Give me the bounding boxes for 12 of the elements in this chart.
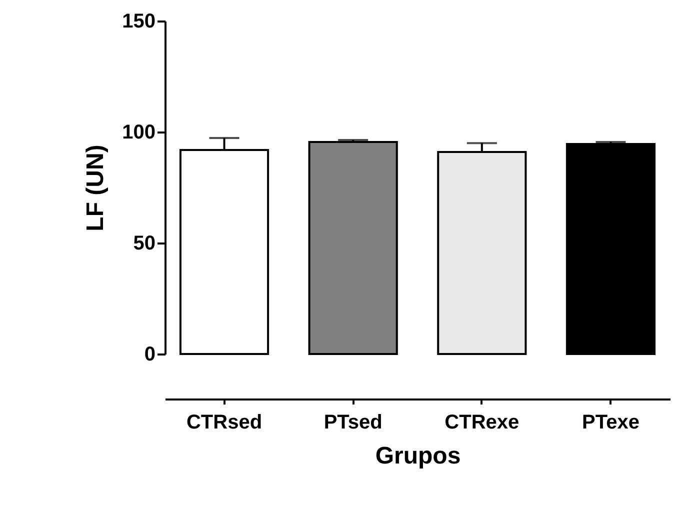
x-tick-label: PTexe (582, 412, 640, 434)
bar (566, 142, 656, 355)
y-tick-label: 50 (133, 232, 156, 254)
x-tick-label: CTRsed (186, 412, 262, 434)
x-axis-title: Grupos (375, 442, 461, 470)
x-tick-label: PTsed (324, 412, 382, 434)
y-tick-label: 100 (122, 122, 156, 144)
bar (308, 140, 398, 355)
y-tick-label: 150 (122, 10, 156, 32)
y-tick-label: 0 (144, 344, 156, 366)
x-tick-label: CTRexe (444, 412, 520, 434)
y-axis-title: LF (UN) (82, 144, 110, 232)
